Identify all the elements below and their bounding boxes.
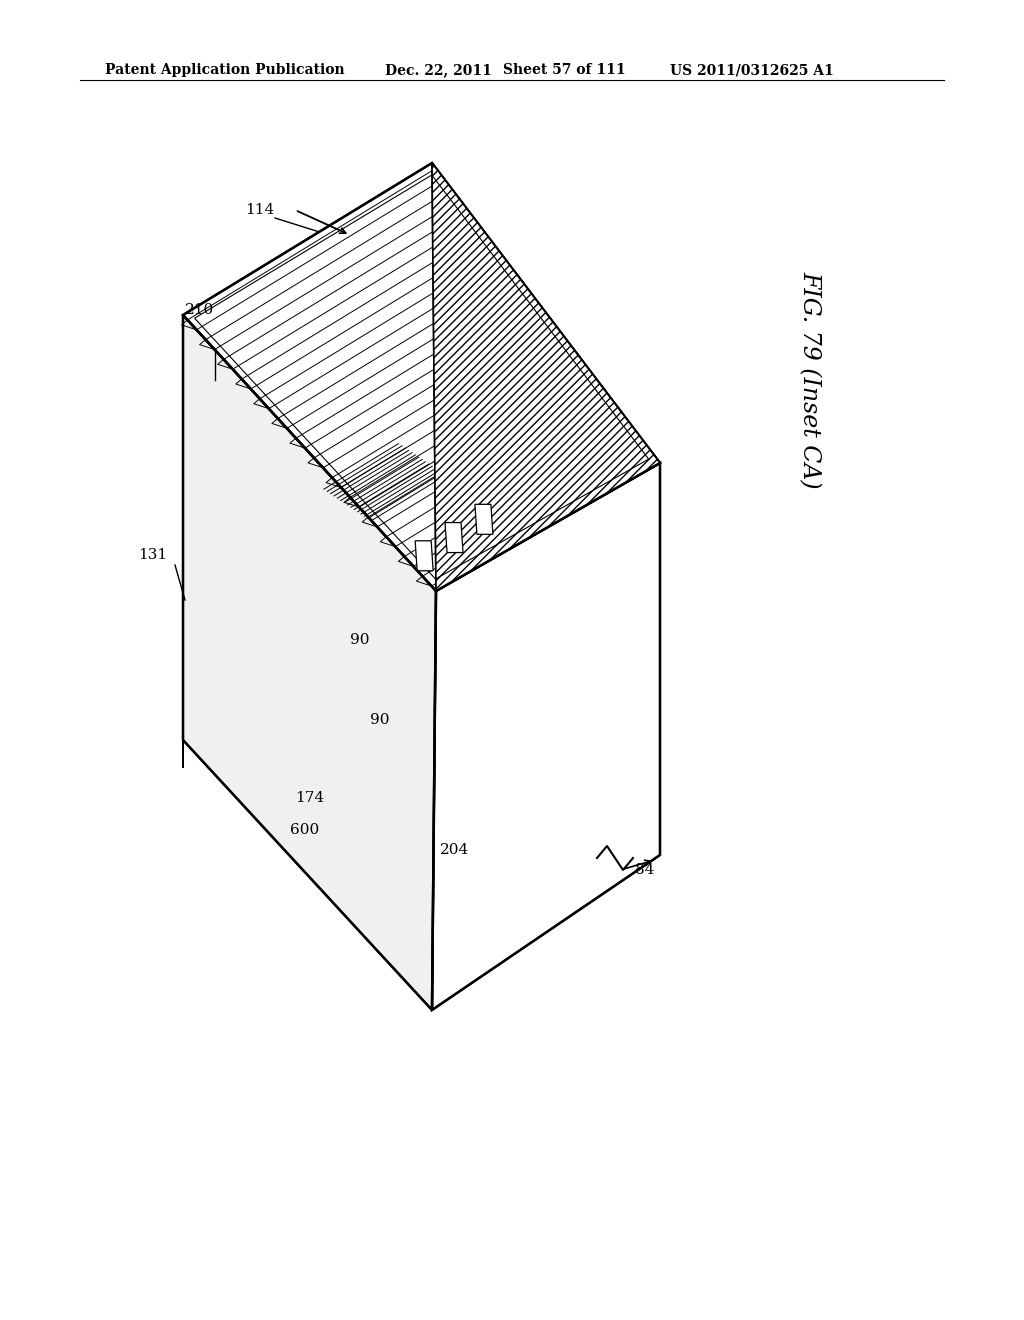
Text: 90: 90 [350, 634, 370, 647]
Text: Dec. 22, 2011: Dec. 22, 2011 [385, 63, 492, 77]
Text: 210: 210 [185, 304, 214, 317]
Polygon shape [183, 315, 436, 1010]
Polygon shape [432, 463, 660, 1010]
Text: FIG. 79 (Inset CA): FIG. 79 (Inset CA) [799, 271, 821, 488]
Text: 174: 174 [295, 791, 325, 805]
Text: 600: 600 [290, 822, 319, 837]
Polygon shape [432, 162, 660, 591]
Text: 114: 114 [245, 203, 274, 216]
Polygon shape [183, 162, 660, 591]
Text: 204: 204 [440, 843, 469, 857]
Text: 84: 84 [635, 863, 654, 876]
Polygon shape [415, 541, 433, 570]
Text: Sheet 57 of 111: Sheet 57 of 111 [503, 63, 626, 77]
Polygon shape [475, 504, 493, 535]
Polygon shape [432, 162, 660, 591]
Polygon shape [445, 523, 463, 553]
Text: Patent Application Publication: Patent Application Publication [105, 63, 345, 77]
Text: 131: 131 [138, 548, 167, 562]
Text: 90: 90 [370, 713, 389, 727]
Text: US 2011/0312625 A1: US 2011/0312625 A1 [670, 63, 834, 77]
